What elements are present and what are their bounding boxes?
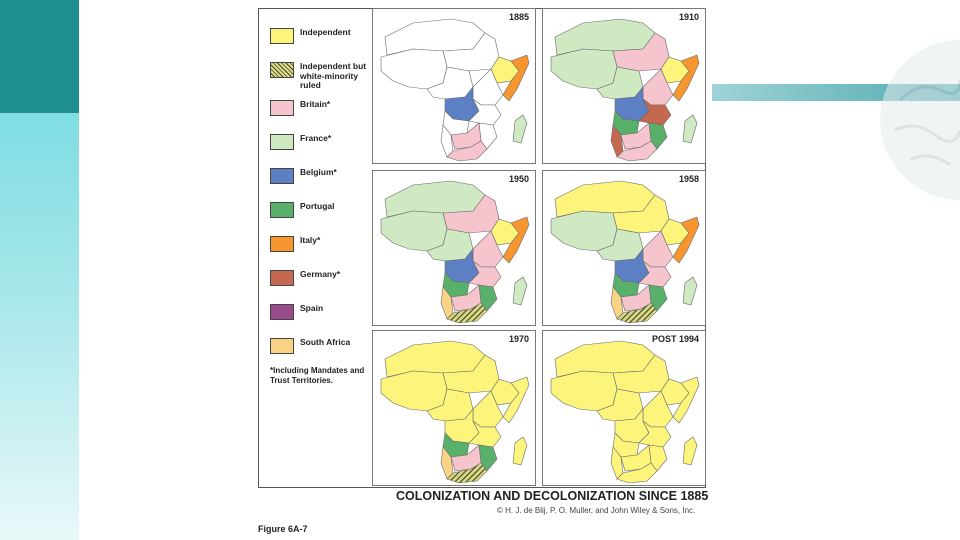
region-west [380,210,448,252]
figure-title: COLONIZATION AND DECOLONIZATION SINCE 18… [396,489,709,503]
region-tip [446,462,488,484]
legend-item-portugal: Portugal [270,201,372,218]
region-madagascar [682,436,698,466]
legend-swatch [270,62,294,78]
africa-map [380,18,530,162]
africa-map [380,340,530,484]
africa-map [550,340,700,484]
region-west [550,370,618,412]
region-tip [446,140,488,162]
legend-item-independent: Independent [270,27,372,44]
slide-accent-dark [0,0,79,113]
globe-icon [880,40,960,200]
slide-accent-light [0,113,79,540]
panel-year-label: POST 1994 [651,334,699,344]
legend-swatch [270,134,294,150]
legend-item-white-minority: Independent but white-minority ruled [270,61,372,91]
legend-label: Independent but white-minority ruled [300,61,367,90]
legend-label: Independent [300,27,351,37]
region-tip [446,302,488,324]
legend-swatch [270,202,294,218]
legend-item-france: France* [270,133,372,150]
panel-year-label: 1958 [678,174,699,184]
legend-label: Belgium* [300,167,337,177]
region-horn [672,54,700,102]
legend-swatch [270,304,294,320]
region-horn [502,216,530,264]
legend-swatch [270,338,294,354]
africa-map [550,18,700,162]
region-horn [502,54,530,102]
region-west [550,48,618,90]
legend-swatch [270,270,294,286]
legend-label: Portugal [300,201,335,211]
legend-swatch [270,168,294,184]
legend-label: Spain [300,303,324,313]
figure-label: Figure 6A-7 [258,524,308,534]
region-horn [672,216,700,264]
region-west [380,370,448,412]
legend-item-italy: Italy* [270,235,372,252]
africa-map [380,180,530,324]
region-tip [616,302,658,324]
region-horn [502,376,530,424]
region-madagascar [512,276,528,306]
region-west [550,210,618,252]
legend-note: *Including Mandates and Trust Territorie… [270,366,365,385]
region-madagascar [682,114,698,144]
map-panel-1950: 1950 [372,170,536,326]
legend-swatch [270,28,294,44]
legend-label: France* [300,133,332,143]
africa-map [550,180,700,324]
region-tip [616,140,658,162]
legend-label: Germany* [300,269,341,279]
map-panel-post-1994: POST 1994 [542,330,706,486]
legend-label: South Africa [300,337,351,347]
map-panel-1970: 1970 [372,330,536,486]
legend-item-south-africa: South Africa [270,337,372,354]
legend-item-germany: Germany* [270,269,372,286]
region-horn [672,376,700,424]
panel-year-label: 1970 [508,334,529,344]
legend-item-britain: Britain* [270,99,372,116]
region-tip [616,462,658,484]
legend-label: Italy* [300,235,321,245]
region-madagascar [682,276,698,306]
map-panel-1958: 1958 [542,170,706,326]
region-madagascar [512,114,528,144]
legend-item-spain: Spain [270,303,372,320]
map-panel-1885: 1885 [372,8,536,164]
map-panel-1910: 1910 [542,8,706,164]
panel-year-label: 1910 [678,12,699,22]
legend-label: Britain* [300,99,331,109]
legend-swatch [270,100,294,116]
figure-credit: © H. J. de Blij, P. O. Muller, and John … [497,506,696,515]
legend-item-belgium: Belgium* [270,167,372,184]
panel-year-label: 1885 [508,12,529,22]
region-madagascar [512,436,528,466]
panel-year-label: 1950 [508,174,529,184]
region-west [380,48,448,90]
legend-swatch [270,236,294,252]
